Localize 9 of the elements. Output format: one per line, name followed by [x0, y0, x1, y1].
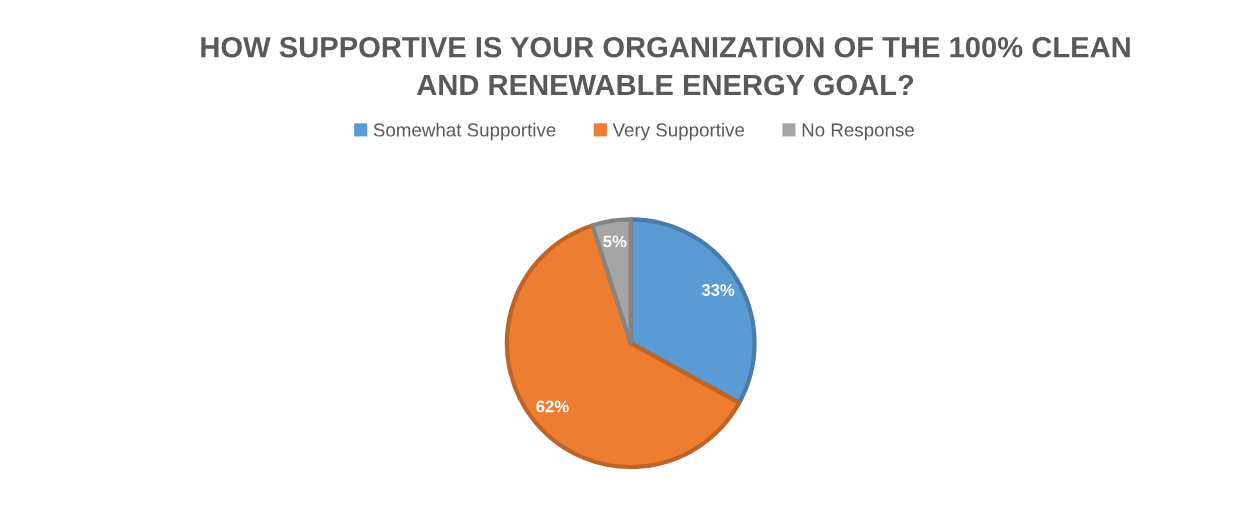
pie-slice — [504, 223, 742, 470]
pie-slice — [590, 217, 633, 346]
data-label: 5% — [603, 235, 627, 248]
legend-label: Very Supportive — [612, 122, 745, 141]
data-label: 62% — [536, 400, 569, 413]
legend-label: Somewhat Supportive — [373, 122, 556, 141]
chart-title: HOW SUPPORTIVE IS YOUR ORGANIZATION OF THE 100% CLEAN AND RENEWABLE ENERGY GOAL? — [201, 36, 1130, 96]
data-label: 33% — [701, 284, 735, 296]
legend-label: No Response — [802, 123, 914, 141]
